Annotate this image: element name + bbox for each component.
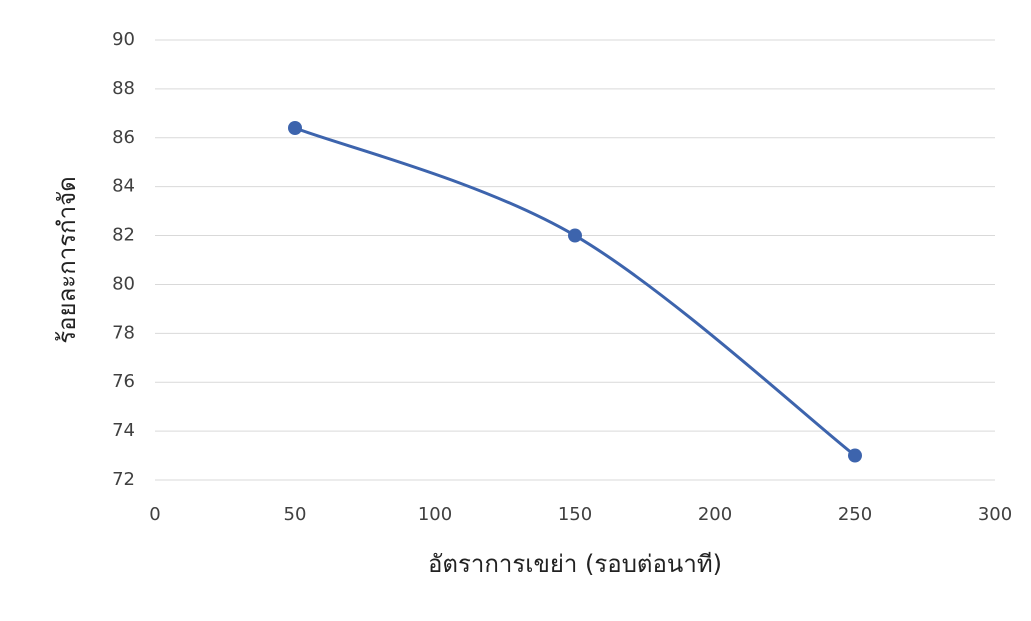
y-tick-label: 90 [112, 29, 135, 50]
y-tick-label: 84 [112, 176, 135, 197]
x-tick-label: 200 [698, 504, 732, 525]
x-tick-label: 0 [149, 504, 160, 525]
y-tick-label: 72 [112, 469, 135, 490]
y-tick-label: 88 [112, 78, 135, 99]
data-point [288, 121, 302, 135]
y-tick-label: 80 [112, 273, 135, 294]
x-tick-label: 250 [838, 504, 872, 525]
data-point [848, 448, 862, 463]
y-tick-label: 76 [112, 371, 135, 392]
x-tick-label: 100 [418, 504, 452, 525]
series-line [294, 126, 856, 457]
x-tick-label: 300 [978, 504, 1012, 525]
data-point [568, 228, 582, 243]
x-axis-title: อัตราการเขย่า (รอบต่อนาที) [428, 550, 722, 578]
y-axis-title: ร้อยละการกำจัด [53, 176, 81, 344]
y-tick-label: 86 [112, 127, 135, 148]
y-tick-label: 82 [112, 225, 135, 246]
x-tick-label: 150 [558, 504, 592, 525]
x-tick-label: 50 [284, 504, 307, 525]
y-tick-label: 74 [112, 420, 135, 441]
y-tick-label: 78 [112, 322, 135, 343]
